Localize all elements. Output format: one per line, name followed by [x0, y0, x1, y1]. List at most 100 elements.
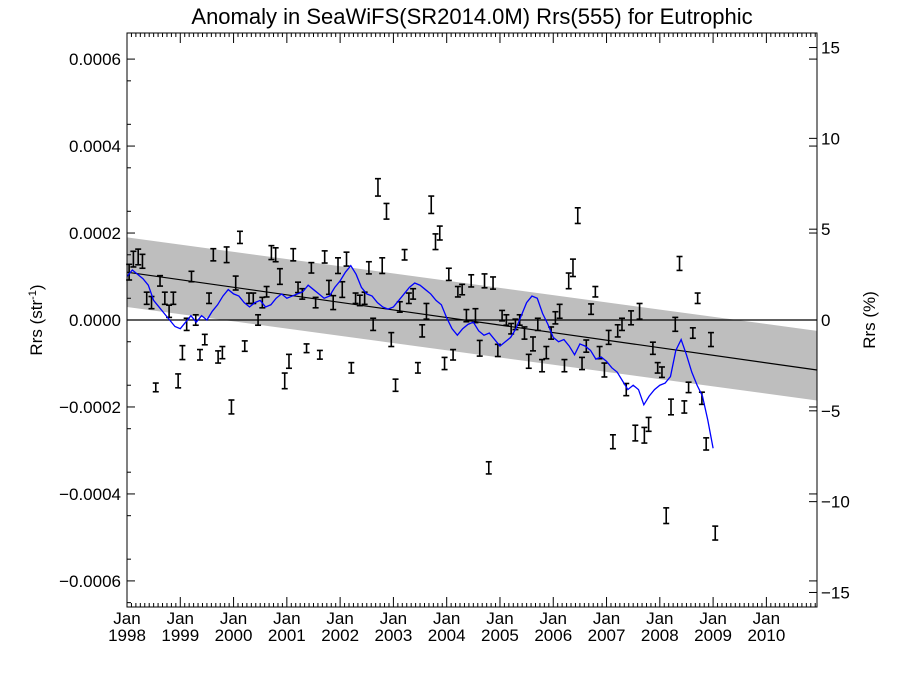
left-y-tick-label: 0.0006 — [69, 50, 121, 69]
error-bar-point — [272, 247, 279, 263]
error-bar-point — [130, 250, 137, 268]
x-tick-month-label: Jan — [380, 609, 407, 628]
error-bar-point — [601, 362, 608, 378]
x-tick-year-label: 2010 — [747, 626, 785, 645]
error-bar-point — [175, 373, 182, 389]
error-bar-point — [316, 349, 323, 360]
error-bar-point — [552, 310, 559, 325]
error-bar-point — [530, 336, 537, 352]
x-tick-month-label: Jan — [646, 609, 673, 628]
error-bar-point — [703, 437, 710, 451]
anomaly-points — [126, 177, 719, 541]
error-bar-point — [210, 247, 217, 262]
error-bar-point — [583, 339, 590, 353]
x-tick-month-label: Jan — [326, 609, 353, 628]
error-bar-point — [152, 382, 159, 393]
error-bar-point — [139, 253, 146, 270]
x-tick-month-label: Jan — [167, 609, 194, 628]
error-bar-point — [255, 313, 262, 327]
error-bar-point — [681, 400, 688, 414]
x-tick-month-label: Jan — [753, 609, 780, 628]
right-y-tick-label: −5 — [821, 402, 840, 421]
error-bar-point — [605, 329, 612, 346]
error-bar-point — [206, 292, 213, 305]
error-bar-point — [663, 507, 670, 525]
error-bar-point — [476, 339, 483, 357]
error-bar-point — [228, 399, 235, 415]
error-bar-point — [339, 280, 346, 299]
error-bar-point — [232, 275, 239, 291]
right-y-tick-label: −10 — [821, 493, 850, 512]
error-bar-point — [201, 333, 208, 346]
error-bar-point — [503, 313, 510, 327]
left-y-axis: 0.0006 0.0004 0.0002 0.0000 −0.0002 −0.0004 −0… — [59, 50, 817, 604]
x-tick-year-label: 2005 — [481, 626, 519, 645]
right-y-tick-label: 5 — [821, 220, 830, 239]
error-bar-point — [645, 416, 652, 433]
error-bar-point — [330, 294, 337, 311]
error-bar-point — [405, 292, 412, 305]
running-mean-line — [126, 264, 714, 449]
x-tick-year-label: 2001 — [268, 626, 306, 645]
right-y-axis: 15 10 5 0 −5 −10 −15 — [809, 39, 850, 602]
error-bar-point — [712, 525, 719, 541]
error-bar-point — [263, 285, 270, 298]
x-tick-month-label: Jan — [113, 609, 140, 628]
right-y-tick-label: 10 — [821, 129, 840, 148]
error-bar-point — [410, 287, 417, 300]
error-bar-point — [432, 233, 439, 251]
error-bar-point — [179, 344, 186, 361]
error-bar-point — [525, 353, 532, 370]
error-bar-point — [188, 270, 195, 283]
x-tick-year-label: 2008 — [641, 626, 679, 645]
error-bar-point — [170, 291, 177, 306]
error-bar-point — [241, 340, 248, 353]
error-bar-point — [236, 230, 243, 245]
error-bar-point — [148, 295, 155, 310]
error-bar-point — [196, 348, 203, 361]
x-tick-month-label: Jan — [486, 609, 513, 628]
x-tick-year-label: 2009 — [694, 626, 732, 645]
error-bar-point — [419, 323, 426, 338]
error-bar-point — [579, 356, 586, 371]
error-bar-point — [561, 358, 568, 373]
error-bar-point — [569, 258, 576, 278]
x-tick-year-label: 1998 — [108, 626, 146, 645]
x-tick-month-label: Jan — [273, 609, 300, 628]
error-bar-point — [161, 291, 168, 306]
x-tick-month-label: Jan — [220, 609, 247, 628]
error-bar-point — [223, 246, 230, 264]
error-bar-point — [654, 361, 661, 374]
error-bar-point — [383, 202, 390, 220]
x-tick-year-label: 2000 — [215, 626, 253, 645]
error-bar-point — [676, 255, 683, 272]
x-tick-year-label: 2006 — [534, 626, 572, 645]
error-bar-point — [641, 426, 648, 444]
error-bar-point — [521, 326, 528, 340]
left-y-tick-label: 0.0004 — [69, 137, 121, 156]
error-bar-point — [454, 285, 461, 298]
error-bar-point — [276, 267, 283, 286]
right-y-tick-label: −15 — [821, 583, 850, 602]
error-bar-point — [468, 273, 475, 288]
x-tick-year-label: 2003 — [374, 626, 412, 645]
error-bar-point — [423, 302, 430, 320]
error-bar-point — [556, 303, 563, 320]
error-bar-point — [290, 247, 297, 262]
error-bar-point — [636, 302, 643, 320]
error-bar-point — [343, 251, 350, 267]
error-bar-point — [450, 348, 457, 361]
error-bar-point — [157, 274, 164, 287]
x-tick-year-label: 2007 — [588, 626, 626, 645]
error-bar-point — [694, 292, 701, 305]
error-bar-point — [614, 323, 621, 338]
error-bar-point — [632, 424, 639, 442]
error-bar-point — [481, 273, 488, 289]
error-bar-point — [490, 276, 497, 290]
error-bar-point — [609, 433, 616, 450]
error-bar-point — [299, 287, 306, 300]
left-y-tick-label: −0.0004 — [59, 485, 121, 504]
trend-line — [126, 271, 818, 371]
left-y-tick-label: 0.0000 — [69, 311, 121, 330]
